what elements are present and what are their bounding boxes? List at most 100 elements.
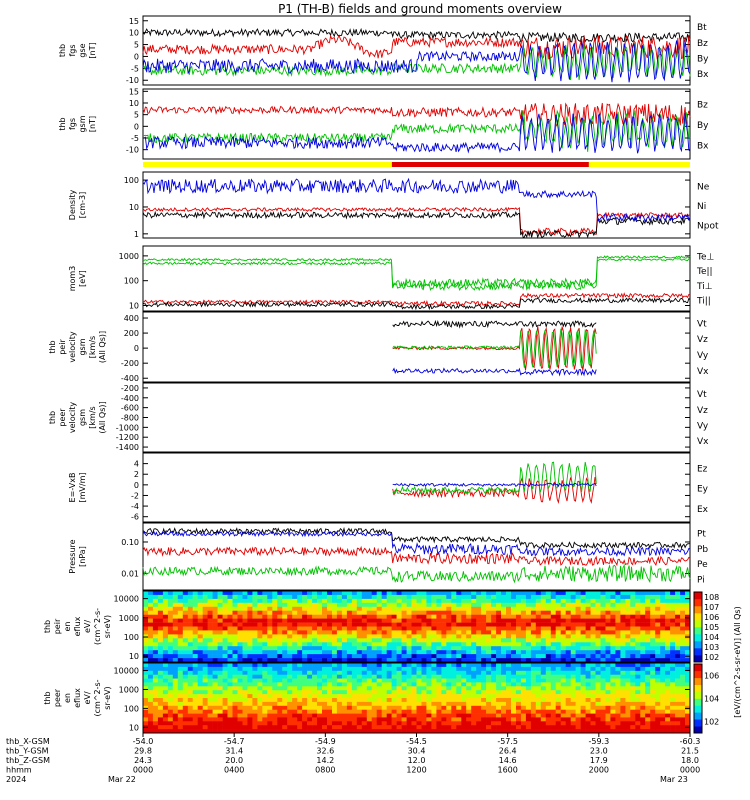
- spectro-cell: [456, 690, 462, 695]
- spectro-cell: [570, 614, 576, 619]
- spectro-cell: [302, 698, 308, 703]
- spectro-cell: [172, 674, 179, 679]
- spectro-cell: [466, 690, 472, 695]
- spectro-cell: [262, 606, 268, 611]
- spectro-cell: [277, 614, 283, 619]
- spectro-cell: [172, 705, 179, 710]
- spectro-cell: [336, 682, 343, 687]
- spectro-cell: [496, 634, 502, 639]
- spectro-cell: [237, 694, 243, 699]
- spectro-cell: [242, 682, 248, 687]
- spectro-cell: [148, 690, 154, 695]
- spectro-cell: [476, 606, 482, 611]
- spectro-cell: [481, 666, 487, 672]
- spectro-cell: [685, 674, 691, 679]
- spectro-cell: [292, 701, 298, 707]
- spectro-cell: [272, 606, 278, 611]
- spectro-cell: [336, 694, 343, 699]
- spectro-cell: [496, 642, 502, 647]
- spectro-cell: [516, 630, 522, 635]
- spectro-cell: [610, 705, 616, 710]
- y-tick-label: 4: [134, 460, 139, 469]
- spectro-cell: [212, 705, 218, 710]
- spectro-cell: [341, 614, 348, 619]
- spectro-cell: [545, 626, 552, 631]
- spectro-cell: [496, 690, 502, 695]
- spectro-cell: [152, 674, 159, 679]
- spectro-cell: [680, 591, 686, 596]
- spectro-cell: [366, 694, 373, 699]
- spectro-cell: [476, 658, 482, 663]
- spectro-cell: [237, 729, 243, 734]
- spectro-cell: [530, 690, 537, 695]
- spectro-cell: [421, 682, 427, 687]
- spectro-cell: [152, 721, 159, 726]
- spectro-cell: [550, 674, 557, 679]
- spectro-cell: [411, 614, 417, 619]
- spectro-cell: [461, 666, 467, 672]
- spectro-cell: [361, 729, 368, 734]
- spectro-cell: [302, 610, 308, 615]
- spectro-cell: [570, 729, 576, 734]
- spectro-cell: [356, 602, 363, 607]
- spectro-cell: [535, 638, 542, 643]
- spectro-cell: [436, 622, 442, 627]
- spectro-cell: [431, 650, 437, 655]
- spectro-cell: [575, 729, 581, 734]
- spectro-cell: [525, 638, 532, 643]
- spectro-cell: [143, 614, 149, 619]
- spectro-cell: [580, 686, 586, 691]
- spectro-cell: [421, 606, 427, 611]
- spectro-cell: [381, 694, 387, 699]
- spectro-cell: [371, 709, 377, 714]
- spectro-cell: [665, 725, 671, 730]
- spectro-cell: [555, 686, 561, 691]
- spectro-cell: [282, 614, 288, 619]
- spectro-cell: [625, 663, 631, 668]
- spectro-cell: [341, 690, 348, 695]
- spectro-cell: [336, 658, 343, 663]
- spectro-cell: [545, 630, 552, 635]
- spectro-cell: [605, 713, 611, 718]
- spectro-cell: [172, 694, 179, 699]
- spectro-cell: [560, 610, 566, 615]
- spectro-cell: [292, 698, 298, 703]
- spectro-cell: [665, 634, 671, 639]
- spectro-cell: [680, 606, 686, 611]
- spectro-cell: [327, 654, 333, 659]
- legend-Vz: Vz: [697, 335, 708, 345]
- spectro-cell: [550, 598, 557, 604]
- spectro-cell: [486, 634, 492, 639]
- spectro-cell: [157, 686, 164, 691]
- spectro-cell: [585, 713, 591, 718]
- spectro-cell: [406, 705, 412, 710]
- spectro-cell: [535, 709, 542, 714]
- spectro-cell: [535, 717, 542, 722]
- spectro-cell: [277, 654, 283, 659]
- spectro-cell: [431, 606, 437, 611]
- spectro-cell: [670, 698, 676, 703]
- spectro-cell: [426, 663, 432, 668]
- spectro-cell: [222, 721, 228, 726]
- spectro-cell: [307, 678, 313, 683]
- spectro-cell: [545, 717, 552, 722]
- spectro-cell: [192, 682, 198, 687]
- spectro-cell: [242, 690, 248, 695]
- spectro-cell: [406, 606, 412, 611]
- spectro-cell: [426, 622, 432, 627]
- spectro-cell: [550, 622, 557, 627]
- spectro-cell: [157, 698, 164, 703]
- row-label: thb_Z-GSM: [6, 756, 50, 765]
- spectro-cell: [520, 670, 527, 675]
- y-axis-label: peir: [53, 618, 62, 634]
- spectro-cell: [660, 654, 666, 659]
- spectro-cell: [660, 634, 666, 639]
- spectro-cell: [272, 729, 278, 734]
- spectro-cell: [351, 591, 358, 596]
- spectro-cell: [391, 694, 397, 699]
- spectro-cell: [162, 650, 169, 655]
- spectro-cell: [272, 686, 278, 691]
- spectro-cell: [560, 658, 566, 663]
- spectro-cell: [431, 690, 437, 695]
- spectro-cell: [192, 666, 198, 672]
